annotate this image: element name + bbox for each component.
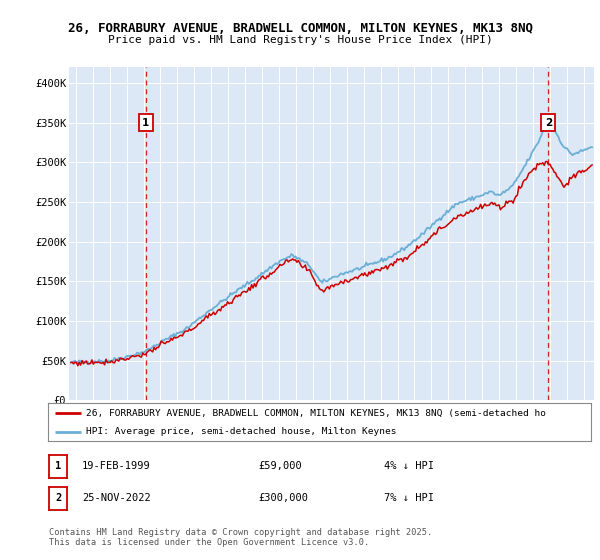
Text: 2: 2: [545, 118, 552, 128]
Text: Contains HM Land Registry data © Crown copyright and database right 2025.
This d: Contains HM Land Registry data © Crown c…: [49, 528, 433, 547]
Text: 1: 1: [55, 461, 61, 472]
Text: 26, FORRABURY AVENUE, BRADWELL COMMON, MILTON KEYNES, MK13 8NQ (semi-detached ho: 26, FORRABURY AVENUE, BRADWELL COMMON, M…: [86, 409, 546, 418]
Text: 25-NOV-2022: 25-NOV-2022: [82, 493, 151, 503]
Text: 4% ↓ HPI: 4% ↓ HPI: [384, 461, 434, 472]
Text: 7% ↓ HPI: 7% ↓ HPI: [384, 493, 434, 503]
Text: 2: 2: [55, 493, 61, 503]
Text: £300,000: £300,000: [258, 493, 308, 503]
Text: Price paid vs. HM Land Registry's House Price Index (HPI): Price paid vs. HM Land Registry's House …: [107, 35, 493, 45]
Text: HPI: Average price, semi-detached house, Milton Keynes: HPI: Average price, semi-detached house,…: [86, 427, 397, 436]
Text: 26, FORRABURY AVENUE, BRADWELL COMMON, MILTON KEYNES, MK13 8NQ: 26, FORRABURY AVENUE, BRADWELL COMMON, M…: [67, 22, 533, 35]
Text: 19-FEB-1999: 19-FEB-1999: [82, 461, 151, 472]
Text: 1: 1: [142, 118, 149, 128]
Text: £59,000: £59,000: [258, 461, 302, 472]
